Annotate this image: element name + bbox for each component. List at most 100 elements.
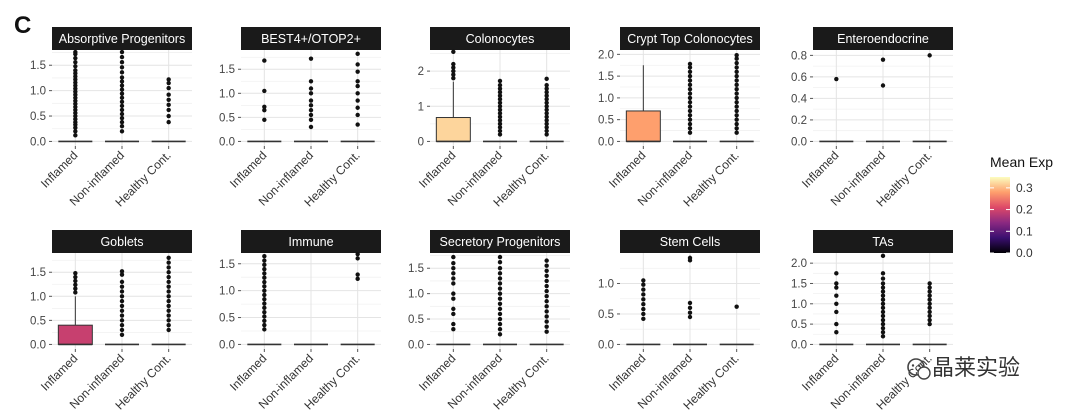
- outlier-point: [451, 266, 456, 271]
- x-tick-label: Inflamed: [38, 351, 80, 393]
- outlier-point: [927, 305, 932, 311]
- outlier-point: [119, 119, 125, 125]
- outlier-point: [497, 114, 503, 120]
- outlier-point: [687, 121, 693, 127]
- outlier-point: [262, 88, 267, 94]
- outlier-point: [73, 274, 78, 280]
- outlier-point: [641, 316, 646, 322]
- outlier-point: [641, 278, 646, 283]
- outlier-point: [119, 269, 125, 274]
- y-tick-label: 0.0: [219, 339, 235, 351]
- outlier-point: [687, 255, 693, 261]
- legend-colorbar: [990, 177, 1010, 253]
- outlier-point: [451, 260, 456, 266]
- outlier-point: [880, 313, 886, 319]
- outlier-point: [166, 322, 171, 328]
- outlier-point: [687, 86, 693, 92]
- outlier-point: [880, 309, 886, 315]
- strip-enteroendocrine: [813, 27, 953, 50]
- outlier-point: [119, 303, 125, 309]
- box-healthy-cont: [151, 50, 186, 146]
- outlier-point: [687, 300, 693, 306]
- outlier-point: [119, 115, 125, 121]
- outlier-point: [497, 121, 503, 127]
- outlier-point: [880, 276, 886, 281]
- y-tick-label: 0.0: [791, 339, 807, 351]
- outlier-point: [166, 97, 171, 102]
- y-tick-label: 1.0: [219, 88, 235, 100]
- outlier-point: [544, 86, 549, 91]
- outlier-point: [544, 89, 549, 95]
- panel-title: Immune: [288, 235, 333, 249]
- outlier-point: [544, 132, 549, 137]
- box-healthy-cont: [912, 253, 947, 349]
- outlier-point: [262, 279, 267, 285]
- outlier-point: [641, 297, 646, 302]
- outlier-point: [73, 59, 78, 65]
- x-tick-label: Inflamed: [38, 148, 80, 190]
- outlier-point: [119, 289, 125, 294]
- outlier-point: [880, 83, 886, 88]
- y-tick-label: 0.0: [598, 339, 614, 351]
- outlier-point: [308, 117, 314, 122]
- outlier-point: [734, 78, 739, 83]
- box-non-inflamed: [105, 253, 139, 349]
- y-tick-label: 2.0: [598, 49, 614, 61]
- y-tick-label: 1.0: [791, 299, 807, 311]
- outlier-point: [355, 112, 360, 118]
- box-healthy-cont: [719, 253, 754, 349]
- outlier-point: [497, 118, 503, 123]
- panel-title: Stem Cells: [660, 235, 720, 249]
- outlier-point: [544, 93, 549, 98]
- outlier-point: [166, 279, 171, 285]
- strip-goblets: [52, 230, 192, 253]
- outlier-point: [834, 285, 839, 290]
- outlier-point: [166, 274, 171, 280]
- panel-tas: TAs0.00.51.01.52.0InflamedNon-inflamedHe…: [791, 230, 953, 413]
- panel-title: Enteroendocrine: [837, 32, 929, 46]
- outlier-point: [544, 128, 549, 134]
- outlier-point: [544, 314, 549, 319]
- outlier-point: [497, 311, 503, 317]
- outlier-point: [544, 304, 549, 309]
- strip-secretory-progenitors: [430, 230, 570, 253]
- outlier-point: [497, 291, 503, 296]
- y-tick-label: 1.0: [408, 289, 424, 301]
- box-inflamed: [625, 50, 661, 146]
- outlier-point: [166, 298, 171, 304]
- outlier-point: [166, 327, 171, 333]
- outlier-point: [73, 95, 78, 100]
- outlier-point: [687, 305, 693, 311]
- outlier-point: [880, 325, 886, 331]
- outlier-point: [497, 296, 503, 301]
- y-tick-label: 1.0: [219, 286, 235, 298]
- panel-title: Colonocytes: [466, 32, 535, 46]
- box-inflamed: [58, 49, 93, 146]
- outlier-point: [497, 281, 503, 286]
- outlier-point: [166, 289, 171, 294]
- outlier-point: [73, 80, 78, 85]
- box-non-inflamed: [673, 50, 707, 146]
- y-tick-label: 0.5: [219, 313, 235, 325]
- box-non-inflamed: [294, 50, 328, 146]
- box-inflamed: [819, 50, 854, 146]
- box-healthy-cont: [340, 50, 375, 146]
- outlier-point: [734, 126, 739, 131]
- outlier-point: [308, 124, 314, 130]
- outlier-point: [734, 100, 739, 105]
- outlier-point: [544, 104, 549, 109]
- box-healthy-cont: [912, 50, 947, 146]
- box-body: [625, 110, 661, 142]
- outlier-point: [734, 104, 739, 109]
- outlier-point: [834, 293, 839, 298]
- outlier-point: [262, 258, 267, 263]
- outlier-point: [880, 301, 886, 306]
- strip-colonocytes: [430, 27, 570, 50]
- outlier-point: [73, 77, 78, 82]
- outlier-point: [734, 53, 739, 58]
- strip-immune: [241, 230, 381, 253]
- outlier-point: [734, 86, 739, 92]
- outlier-point: [880, 293, 886, 298]
- outlier-point: [927, 321, 932, 327]
- outlier-point: [880, 57, 886, 62]
